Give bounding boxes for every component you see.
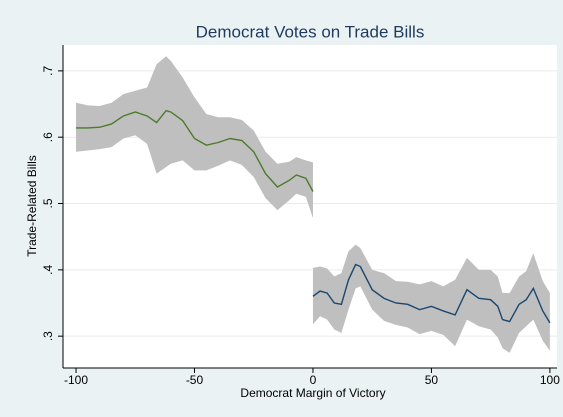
x-tick-label: 100 — [540, 373, 560, 387]
x-tick-label: -50 — [186, 373, 204, 387]
confidence-band — [312, 244, 550, 353]
x-tick-label: -100 — [64, 373, 88, 387]
y-tick-label: .7 — [41, 66, 55, 76]
confidence-band — [76, 56, 313, 219]
y-tick-label: .4 — [41, 265, 55, 275]
y-tick-label: .3 — [41, 331, 55, 341]
y-axis-title: Trade-Related Bills — [25, 155, 39, 257]
y-tick-label: .6 — [41, 132, 55, 142]
line — [312, 263, 551, 324]
y-tick-label: .5 — [41, 198, 55, 208]
chart-title: Democrat Votes on Trade Bills — [196, 22, 425, 41]
x-tick-label: 50 — [425, 373, 439, 387]
line — [76, 109, 314, 192]
x-axis-title: Democrat Margin of Victory — [240, 386, 385, 400]
x-tick-label: 0 — [310, 373, 317, 387]
